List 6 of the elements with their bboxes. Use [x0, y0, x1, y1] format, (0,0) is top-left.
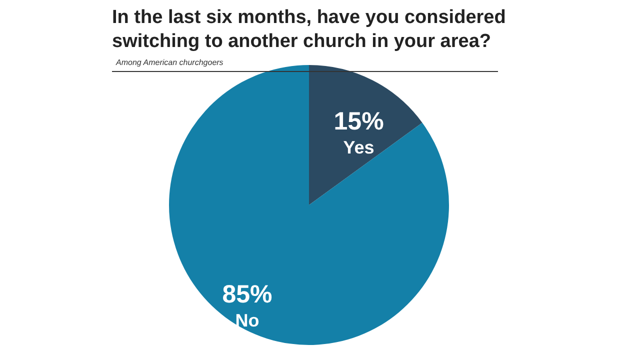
chart-title: In the last six months, have you considered switching to another church in your area? [112, 6, 507, 54]
data-label: 15% [334, 108, 384, 136]
data-label: 85% [222, 280, 272, 308]
slice-label: Yes [343, 138, 374, 158]
chart-subtitle: Among American churchgoers [116, 58, 224, 67]
slice-label: No [235, 310, 260, 330]
